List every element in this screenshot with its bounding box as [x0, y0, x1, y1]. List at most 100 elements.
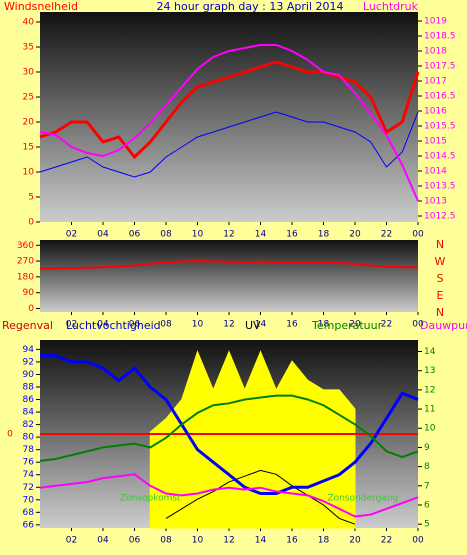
y-tick-label: 40	[23, 18, 35, 28]
line	[40, 354, 419, 496]
x-tick-label: 16	[286, 320, 298, 330]
y2-tick-label: 12	[424, 385, 435, 395]
y2-tick-label: 1014	[424, 167, 447, 177]
x-tick-label: 14	[255, 536, 267, 546]
x-tick-label: 08	[160, 230, 172, 240]
x-tick-label: 18	[318, 536, 330, 546]
y-tick-label: 10	[23, 168, 35, 178]
x-tick-label: 22	[381, 320, 392, 330]
y-label: Windsnelheid	[4, 0, 78, 13]
y2-tick-label: 1019	[424, 17, 447, 27]
y-tick-label: 88	[23, 383, 35, 393]
x-tick-label: 02	[66, 230, 77, 240]
series-label: UV	[245, 319, 261, 332]
y-tick-label: 35	[23, 43, 34, 53]
y-tick-label: 30	[23, 68, 35, 78]
y-tick-label: 80	[23, 433, 35, 443]
y-tick-label: 25	[23, 93, 34, 103]
plot-area	[40, 240, 418, 312]
y2-tick-label: 5	[424, 520, 430, 530]
y2-tick-label: 8	[424, 462, 430, 472]
y-tick-label: 5	[28, 193, 34, 203]
x-tick-label: 18	[318, 320, 330, 330]
x-tick-label: 10	[192, 320, 204, 330]
y2-tick-label: 1016	[424, 107, 447, 117]
x-tick-label: 20	[349, 320, 361, 330]
y-tick-label: 94	[23, 345, 35, 355]
y2-tick-label: 10	[424, 424, 436, 434]
x-tick-label: 00	[412, 230, 424, 240]
x-tick-label: 22	[381, 230, 392, 240]
y-tick-label: 74	[23, 470, 35, 480]
y2-tick-label: 1017.5	[424, 62, 456, 72]
series-label: Temperatuur	[311, 319, 383, 332]
x-tick-label: 12	[223, 320, 234, 330]
y-tick-label: 92	[23, 357, 34, 367]
direction-label: S	[437, 272, 444, 285]
x-tick-label: 04	[97, 230, 109, 240]
direction-label: W	[435, 255, 446, 268]
x-tick-label: 00	[412, 320, 424, 330]
x-tick-label: 16	[286, 230, 298, 240]
annotation: Zonsopkomst	[120, 494, 181, 504]
y2-tick-label: 6	[424, 500, 430, 510]
x-tick-label: 12	[223, 230, 234, 240]
direction-label: N	[436, 306, 444, 319]
y-tick-label: 90	[23, 288, 35, 298]
y-tick-label: 20	[23, 118, 35, 128]
y-tick-label: 15	[23, 143, 34, 153]
y2-tick-label: 1017	[424, 77, 447, 87]
line	[39, 44, 419, 202]
line	[39, 111, 419, 178]
y-tick-label: 70	[23, 495, 35, 505]
area	[149, 350, 356, 529]
y-tick-label: 76	[23, 458, 35, 468]
y2-tick-label: 9	[424, 443, 430, 453]
x-tick-label: 12	[223, 536, 234, 546]
x-tick-label: 00	[412, 536, 424, 546]
y2-tick-label: 14	[424, 347, 436, 357]
line	[39, 394, 419, 462]
y2-tick-label: 1015.5	[424, 122, 456, 132]
annotation: Zonsondergang	[328, 494, 399, 504]
x-tick-label: 20	[349, 230, 361, 240]
y2-tick-label: 11	[424, 405, 435, 415]
line	[39, 473, 419, 518]
y2-tick-label: 1013.5	[424, 182, 456, 192]
y2-tick-label: 1018.5	[424, 32, 456, 42]
y-tick-label: 180	[17, 272, 34, 282]
y2-tick-label: 1013	[424, 197, 447, 207]
y2-tick-label: 1016.5	[424, 92, 456, 102]
x-tick-label: 10	[192, 536, 204, 546]
x-tick-label: 08	[160, 536, 172, 546]
y-tick-label: 84	[23, 408, 35, 418]
x-tick-label: 06	[129, 536, 141, 546]
plot-area	[40, 12, 418, 222]
x-tick-label: 22	[381, 536, 392, 546]
x-tick-label: 02	[66, 320, 77, 330]
series-label: Luchtvochtigheid	[66, 319, 161, 332]
series-label: Dauwpunt	[420, 319, 467, 332]
x-tick-label: 10	[192, 230, 204, 240]
x-tick-label: 16	[286, 536, 298, 546]
y2-tick-label: 1015	[424, 137, 447, 147]
direction-label: N	[436, 238, 444, 251]
y2-tick-label: 1018	[424, 47, 447, 57]
y-tick-label: 86	[23, 395, 35, 405]
x-tick-label: 18	[318, 230, 330, 240]
line	[40, 260, 418, 270]
x-tick-label: 20	[349, 536, 361, 546]
x-tick-label: 04	[97, 320, 109, 330]
line	[39, 60, 420, 160]
x-tick-label: 14	[255, 230, 267, 240]
y-tick-label: 78	[23, 445, 35, 455]
y-tick-label: 0	[28, 218, 34, 228]
x-tick-label: 06	[129, 320, 141, 330]
direction-label: E	[437, 289, 444, 302]
x-tick-label: 06	[129, 230, 141, 240]
x-tick-label: 14	[255, 320, 267, 330]
y2-tick-label: 1014.5	[424, 152, 456, 162]
title: 24 hour graph day : 13 April 2014	[157, 0, 344, 13]
y2-tick-label: 7	[424, 481, 430, 491]
series-label: Regenval	[2, 319, 53, 332]
